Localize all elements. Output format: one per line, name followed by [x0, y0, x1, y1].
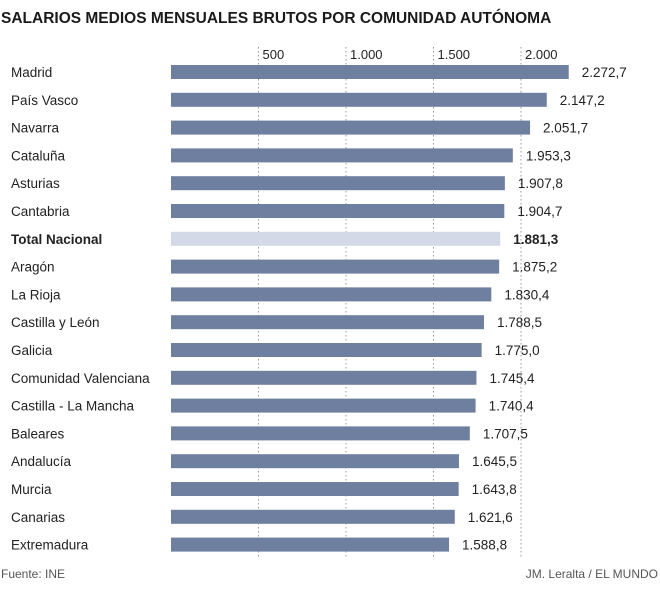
value-label-cataluna: 1.953,3: [526, 148, 571, 163]
x-tick-label: 1.000: [350, 47, 383, 62]
bar-extremadura: [171, 537, 450, 552]
value-label-canarias: 1.621,6: [468, 510, 513, 525]
bar-asturias: [171, 176, 505, 191]
category-label-comunidad-valenciana: Comunidad Valenciana: [11, 371, 150, 386]
value-label-pais-vasco: 2.147,2: [560, 93, 605, 108]
labels: 500 1.000 1.500 2.000 Madrid 2.272,7 País Vasc…: [11, 47, 627, 553]
bar-madrid: [171, 65, 569, 79]
bar-total-nacional: [171, 231, 501, 246]
x-tick-label: 500: [263, 47, 285, 62]
bar-comunidad-valenciana: [171, 370, 477, 385]
category-label-asturias: Asturias: [11, 176, 60, 191]
value-label-navarra: 2.051,7: [543, 121, 588, 136]
value-label-baleares: 1.707,5: [483, 426, 528, 441]
value-label-total-nacional: 1.881,3: [513, 232, 559, 247]
bar-la-rioja: [171, 287, 492, 302]
bar-castilla-la-mancha: [171, 398, 476, 413]
bar-cantabria: [171, 204, 505, 218]
bars: [171, 65, 569, 552]
value-label-galicia: 1.775,0: [495, 343, 540, 358]
category-label-pais-vasco: País Vasco: [11, 93, 78, 108]
value-label-castilla-y-leon: 1.788,5: [497, 315, 542, 330]
bar-castilla-y-leon: [171, 315, 484, 330]
category-label-murcia: Murcia: [11, 482, 52, 497]
x-tick-label: 2.000: [525, 47, 558, 62]
value-label-asturias: 1.907,8: [518, 176, 563, 191]
value-label-la-rioja: 1.830,4: [504, 287, 550, 302]
category-label-castilla-la-mancha: Castilla - La Mancha: [11, 399, 135, 414]
value-label-castilla-la-mancha: 1.740,4: [489, 399, 535, 414]
category-label-baleares: Baleares: [11, 426, 65, 441]
bar-aragon: [171, 259, 500, 274]
bar-andalucia: [171, 454, 459, 469]
source-note: Fuente: INE: [1, 567, 66, 581]
category-label-madrid: Madrid: [11, 65, 52, 80]
bar-murcia: [171, 482, 459, 496]
value-label-comunidad-valenciana: 1.745,4: [489, 371, 535, 386]
x-tick-label: 1.500: [438, 47, 471, 62]
value-label-madrid: 2.272,7: [582, 65, 627, 80]
value-label-cantabria: 1.904,7: [517, 204, 562, 219]
bar-cataluna: [171, 148, 513, 163]
chart-title: SALARIOS MEDIOS MENSUALES BRUTOS POR COM…: [1, 10, 552, 27]
value-label-aragon: 1.875,2: [512, 260, 557, 275]
category-label-galicia: Galicia: [11, 343, 53, 358]
category-label-andalucia: Andalucía: [11, 454, 72, 469]
category-label-navarra: Navarra: [11, 121, 60, 136]
category-label-aragon: Aragón: [11, 260, 55, 275]
value-label-extremadura: 1.588,8: [462, 538, 507, 553]
value-label-murcia: 1.643,8: [472, 482, 517, 497]
value-label-andalucia: 1.645,5: [472, 454, 517, 469]
bar-canarias: [171, 509, 455, 524]
credit-note: JM. Leralta / EL MUNDO: [525, 567, 658, 581]
category-label-cantabria: Cantabria: [11, 204, 70, 219]
category-label-extremadura: Extremadura: [11, 538, 89, 553]
category-label-canarias: Canarias: [11, 510, 65, 525]
category-label-castilla-y-leon: Castilla y León: [11, 315, 100, 330]
bar-galicia: [171, 343, 482, 357]
bar-pais-vasco: [171, 92, 547, 107]
bar-navarra: [171, 120, 531, 135]
category-label-total-nacional: Total Nacional: [11, 232, 102, 247]
bar-baleares: [171, 426, 470, 441]
category-label-la-rioja: La Rioja: [11, 287, 61, 302]
category-label-cataluna: Cataluña: [11, 148, 66, 163]
